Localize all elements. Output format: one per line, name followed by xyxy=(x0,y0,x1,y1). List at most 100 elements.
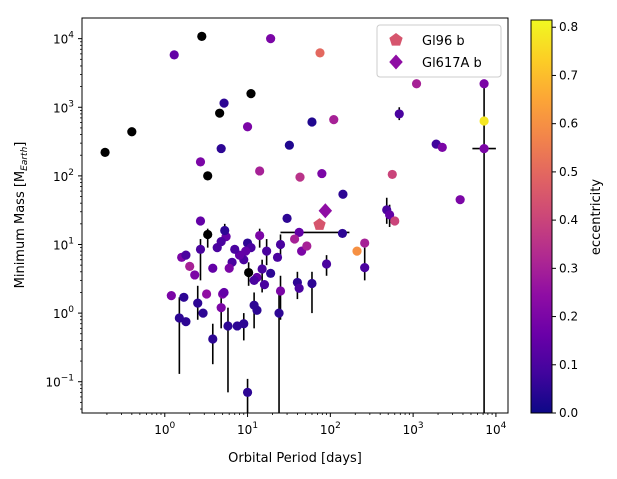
data-point xyxy=(257,264,267,274)
legend-box xyxy=(376,24,502,78)
gl96b-marker xyxy=(313,218,326,230)
data-point xyxy=(244,267,254,278)
data-point xyxy=(321,259,332,269)
data-point xyxy=(307,117,317,127)
data-point xyxy=(216,143,226,154)
data-point xyxy=(294,283,304,293)
data-point xyxy=(437,142,447,153)
data-points xyxy=(100,31,489,397)
data-point xyxy=(259,280,270,290)
data-point xyxy=(479,143,489,154)
colorbar-tick-label: 0.0 xyxy=(559,406,578,420)
data-point xyxy=(272,252,283,262)
colorbar-tick-label: 0.1 xyxy=(559,358,578,372)
data-point xyxy=(169,50,179,60)
x-tick-label: 101 xyxy=(237,421,258,437)
x-axis-ticks: 100 101 102 103 104 xyxy=(106,413,507,437)
colorbar-gradient xyxy=(530,19,553,414)
data-point xyxy=(360,263,370,273)
y-tick-label: 102 xyxy=(53,168,74,184)
data-point xyxy=(360,238,370,248)
colorbar-ticks: 0.0 0.1 0.2 0.3 0.4 0.5 0.6 0.7 0.8 xyxy=(552,20,578,420)
error-bars xyxy=(178,79,496,413)
data-point xyxy=(275,286,286,296)
data-point xyxy=(302,241,312,251)
data-point xyxy=(329,115,339,125)
legend-label-gl96b: Gl96 b xyxy=(422,34,465,49)
colorbar: 0.0 0.1 0.2 0.3 0.4 0.5 0.6 0.7 0.8 eccentricity xyxy=(530,19,604,420)
data-point xyxy=(337,228,348,239)
data-point xyxy=(262,246,272,256)
data-point xyxy=(220,225,230,236)
colorbar-tick-label: 0.8 xyxy=(559,20,578,34)
data-point xyxy=(197,31,207,41)
data-point xyxy=(275,239,286,250)
gl617ab-marker xyxy=(318,203,333,219)
data-point xyxy=(387,169,397,180)
data-point xyxy=(282,213,292,224)
data-point xyxy=(208,334,218,344)
data-point xyxy=(179,292,189,302)
data-point xyxy=(193,298,203,308)
x-tick-label: 104 xyxy=(485,421,506,437)
data-point xyxy=(411,79,422,89)
data-point xyxy=(274,308,284,318)
data-point xyxy=(266,268,276,278)
data-point xyxy=(203,171,213,181)
plot-frame xyxy=(81,17,509,414)
colorbar-label: eccentricity xyxy=(589,179,604,255)
data-point xyxy=(455,195,465,205)
data-point xyxy=(289,234,300,244)
data-point xyxy=(224,263,234,273)
colorbar-tick-label: 0.6 xyxy=(559,117,578,131)
data-point xyxy=(390,216,400,226)
y-tick-label: 101 xyxy=(53,236,74,252)
data-point xyxy=(294,227,304,238)
colorbar-tick-label: 0.2 xyxy=(559,310,578,324)
data-point xyxy=(208,263,218,273)
data-point xyxy=(190,270,200,280)
data-point xyxy=(255,166,265,176)
data-point xyxy=(216,303,226,313)
data-point xyxy=(195,244,206,254)
data-point xyxy=(185,261,195,271)
legend-pentagon-marker xyxy=(389,33,403,46)
data-point xyxy=(479,79,489,89)
colorbar-tick-label: 0.5 xyxy=(559,165,578,179)
data-point xyxy=(315,48,325,58)
colorbar-tick-label: 0.7 xyxy=(559,68,578,82)
legend-label-gl617ab: Gl617A b xyxy=(422,56,482,71)
data-point xyxy=(295,172,305,182)
data-point xyxy=(212,243,222,253)
data-point xyxy=(100,147,110,157)
y-tick-label: 103 xyxy=(53,99,74,115)
data-point xyxy=(166,290,176,301)
legend: Gl96 b Gl617A b xyxy=(376,24,502,78)
data-point xyxy=(249,275,259,285)
x-tick-label: 103 xyxy=(403,421,424,437)
data-point xyxy=(181,250,191,260)
data-point xyxy=(127,127,137,137)
data-point xyxy=(195,216,206,226)
data-point xyxy=(307,278,317,289)
data-point xyxy=(385,210,395,220)
colorbar-tick-label: 0.4 xyxy=(559,213,578,227)
data-point xyxy=(242,387,253,397)
data-point xyxy=(266,34,276,44)
data-point xyxy=(215,108,225,118)
data-point xyxy=(223,321,233,331)
data-point xyxy=(246,89,256,99)
x-tick-label: 102 xyxy=(320,421,341,437)
data-point xyxy=(479,116,489,126)
data-point xyxy=(219,287,229,298)
data-point xyxy=(203,229,213,240)
x-tick-label: 100 xyxy=(154,421,175,437)
data-point xyxy=(181,317,191,327)
y-axis-label: Minimum Mass [MEarth] xyxy=(13,142,30,289)
legend-diamond-marker xyxy=(389,54,403,70)
data-point xyxy=(338,189,348,199)
data-point xyxy=(249,300,259,310)
data-point xyxy=(195,157,206,167)
data-point xyxy=(317,168,327,179)
data-point xyxy=(219,98,229,108)
